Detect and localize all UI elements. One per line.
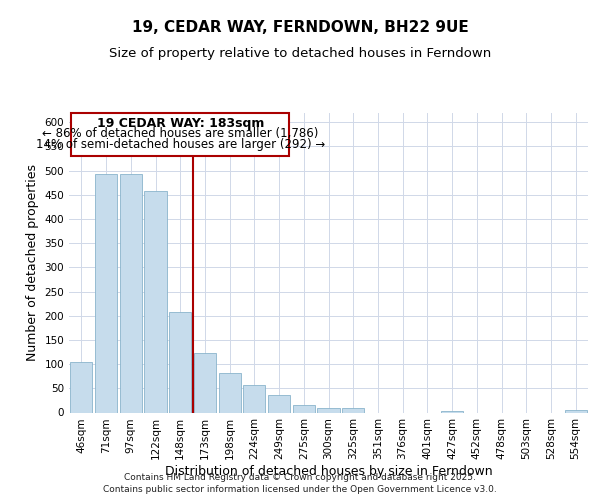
Bar (119, 174, 142, 412)
Text: Contains HM Land Registry data © Crown copyright and database right 2025.: Contains HM Land Registry data © Crown c… (124, 472, 476, 482)
Text: Contains public sector information licensed under the Open Government Licence v3: Contains public sector information licen… (103, 485, 497, 494)
Bar (194, 354, 216, 412)
Bar (317, 408, 340, 412)
Bar (441, 410, 463, 412)
Bar (342, 408, 364, 412)
Y-axis label: Number of detached properties: Number of detached properties (26, 164, 39, 361)
FancyBboxPatch shape (71, 112, 289, 156)
Bar (70, 362, 92, 412)
Bar (95, 174, 117, 412)
Bar (293, 405, 315, 412)
Bar (145, 191, 167, 412)
X-axis label: Distribution of detached houses by size in Ferndown: Distribution of detached houses by size … (164, 465, 493, 478)
Bar (243, 385, 265, 412)
Bar (169, 312, 191, 412)
Text: Size of property relative to detached houses in Ferndown: Size of property relative to detached ho… (109, 48, 491, 60)
Bar (565, 410, 587, 412)
Bar (268, 394, 290, 412)
Text: ← 86% of detached houses are smaller (1,786): ← 86% of detached houses are smaller (1,… (42, 127, 319, 140)
Text: 19, CEDAR WAY, FERNDOWN, BH22 9UE: 19, CEDAR WAY, FERNDOWN, BH22 9UE (131, 20, 469, 35)
Text: 19 CEDAR WAY: 183sqm: 19 CEDAR WAY: 183sqm (97, 118, 264, 130)
Text: 14% of semi-detached houses are larger (292) →: 14% of semi-detached houses are larger (… (35, 138, 325, 150)
Bar (218, 373, 241, 412)
